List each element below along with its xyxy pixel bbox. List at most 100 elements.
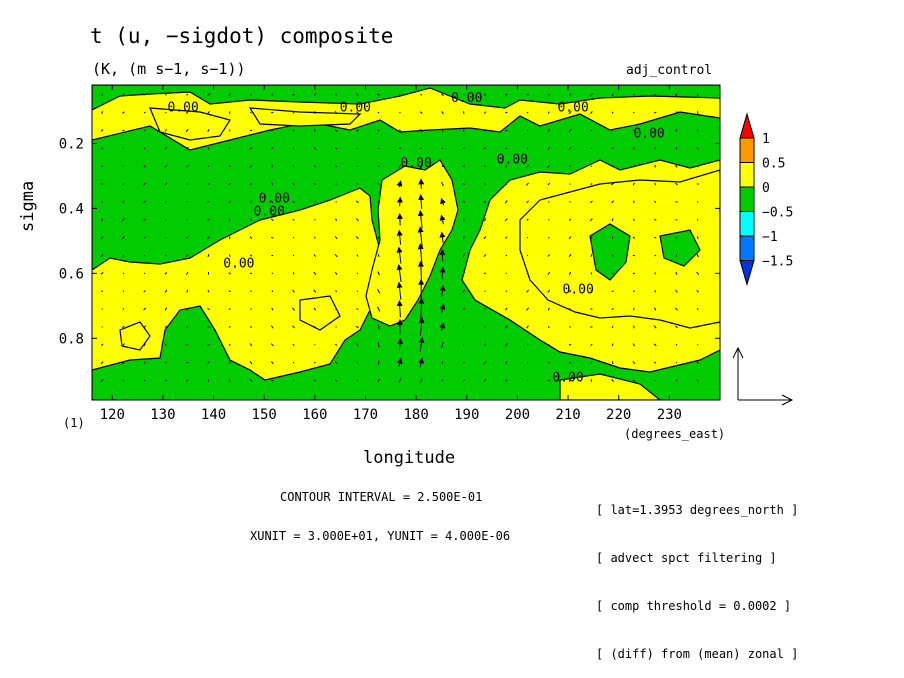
vector-arrow xyxy=(442,148,443,149)
x-tick-label: 230 xyxy=(657,407,682,423)
vector-arrow xyxy=(697,326,698,327)
vector-arrow xyxy=(634,326,635,329)
vector-arrow xyxy=(336,308,337,309)
vector-arrow xyxy=(314,362,315,363)
vector-arrow xyxy=(186,344,188,345)
vector-arrow xyxy=(123,183,124,185)
colorbar-swatch xyxy=(740,138,754,163)
vector-arrow xyxy=(591,166,592,167)
colorbar-label: −1.5 xyxy=(762,255,793,270)
vector-arrow xyxy=(633,273,635,274)
vector-arrow xyxy=(463,344,464,345)
y-tick-label: 0.2 xyxy=(59,136,84,152)
vector-arrow xyxy=(485,94,486,96)
vector-arrow xyxy=(569,183,570,184)
vector-arrow xyxy=(293,219,295,220)
vector-units: XUNIT = 3.000E+01, YUNIT = 4.000E-06 xyxy=(250,529,510,543)
vector-arrow xyxy=(229,361,230,363)
vector-arrow xyxy=(463,218,464,221)
y-tick-label: 0.4 xyxy=(59,201,84,217)
vector-arrow xyxy=(250,273,252,274)
y-tick-label: 0.8 xyxy=(59,331,84,347)
vector-arrow xyxy=(378,219,379,220)
vector-arrow xyxy=(590,327,592,328)
vector-arrow xyxy=(527,237,528,238)
vector-arrow xyxy=(442,268,443,280)
contour-label: 0.00 xyxy=(563,283,594,298)
vector-arrow xyxy=(144,273,145,274)
x-tick-label: 140 xyxy=(201,407,226,423)
vector-arrow xyxy=(506,255,507,256)
vector-arrow xyxy=(336,326,337,327)
vector-arrow xyxy=(251,218,252,221)
vector-arrow xyxy=(293,380,294,381)
y-tick-label: 0.6 xyxy=(59,266,84,282)
vector-arrow xyxy=(122,130,124,131)
vector-arrow xyxy=(676,129,677,132)
note-line: [ lat=1.3953 degrees_north ] xyxy=(596,502,798,518)
vector-arrow xyxy=(548,219,549,220)
contour-interval: CONTOUR INTERVAL = 2.500E-01 xyxy=(280,490,482,504)
vector-arrow xyxy=(314,344,315,345)
x-tick-label: 210 xyxy=(555,407,580,423)
vector-arrow xyxy=(229,148,230,149)
vector-arrow xyxy=(506,273,507,274)
vector-arrow xyxy=(655,272,656,274)
colorbar: 10.50−0.5−1−1.5 xyxy=(740,114,793,285)
vector-arrow xyxy=(357,291,358,292)
contour-label: 0.00 xyxy=(557,101,588,116)
vector-arrow xyxy=(548,344,549,345)
x-axis-label: longitude xyxy=(363,448,455,468)
vector-arrow xyxy=(314,326,315,327)
colorbar-label: 1 xyxy=(762,132,770,147)
page-mark: (1) xyxy=(63,416,85,430)
vector-arrow xyxy=(165,112,166,113)
vector-arrow xyxy=(207,344,209,345)
contour-label: 0.00 xyxy=(223,257,254,272)
colorbar-swatch xyxy=(740,114,754,138)
colorbar-swatch xyxy=(740,187,754,212)
vector-arrow xyxy=(399,112,400,113)
vector-arrow xyxy=(505,112,507,113)
plot-notes: [ lat=1.3953 degrees_north ] [ advect sp… xyxy=(596,470,798,678)
vector-arrow xyxy=(314,219,315,220)
vector-arrow xyxy=(123,273,124,274)
vector-arrow xyxy=(378,254,379,256)
contour-label: 0.00 xyxy=(552,370,583,385)
vector-arrow xyxy=(549,94,550,95)
vector-arrow xyxy=(676,344,677,345)
vector-arrow xyxy=(697,94,698,96)
vector-arrow xyxy=(272,273,273,274)
x-tick-label: 220 xyxy=(606,407,631,423)
contour-label: 0.00 xyxy=(254,205,285,220)
x-tick-label: 160 xyxy=(302,407,327,423)
vector-arrow xyxy=(527,112,528,113)
vector-arrow xyxy=(484,308,485,309)
vector-arrow xyxy=(655,380,656,381)
vector-arrow xyxy=(187,201,188,202)
vector-arrow xyxy=(506,380,507,382)
vector-arrow xyxy=(144,130,145,131)
x-axis-units: (degrees_east) xyxy=(624,427,725,441)
y-axis-label: sigma xyxy=(18,181,38,232)
vector-arrow xyxy=(357,309,359,310)
vector-arrow xyxy=(144,255,145,256)
vector-arrow xyxy=(378,148,379,149)
vector-arrow xyxy=(527,255,528,256)
vector-arrow xyxy=(336,183,337,184)
x-tick-label: 130 xyxy=(150,407,175,423)
x-tick-label: 190 xyxy=(454,407,479,423)
note-line: [ (diff) from (mean) zonal ] xyxy=(596,646,798,662)
vector-arrow xyxy=(378,166,380,167)
vector-arrow xyxy=(548,201,549,202)
colorbar-swatch xyxy=(740,236,754,261)
colorbar-swatch xyxy=(740,212,754,237)
contour-label: 0.00 xyxy=(400,156,431,171)
vector-arrow xyxy=(676,380,677,381)
vector-arrow xyxy=(527,380,528,381)
note-line: [ comp threshold = 0.0002 ] xyxy=(596,598,798,614)
vector-arrow xyxy=(463,326,464,327)
vector-arrow xyxy=(165,219,166,220)
x-tick-label: 170 xyxy=(353,407,378,423)
colorbar-label: −0.5 xyxy=(762,206,793,221)
